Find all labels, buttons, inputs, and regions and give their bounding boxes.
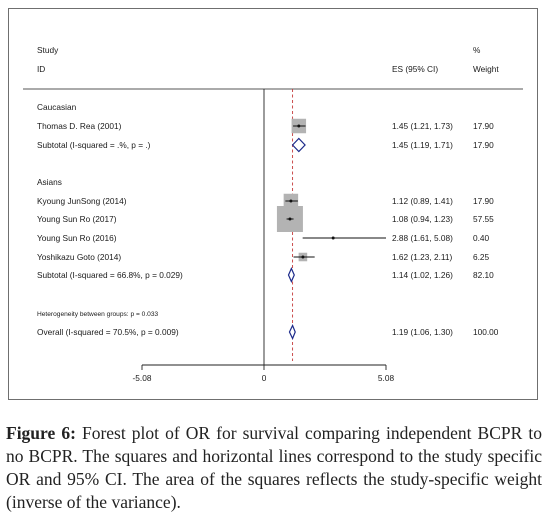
point-estimate-1 <box>297 124 301 128</box>
weight-text-2: 17.90 <box>473 140 494 150</box>
subtotal-label-2: Subtotal (I-squared = .%, p = .) <box>37 140 151 150</box>
weight-text-8: 6.25 <box>473 252 490 262</box>
es-text-5: 1.12 (0.89, 1.41) <box>392 196 453 206</box>
es-text-1: 1.45 (1.21, 1.73) <box>392 121 453 131</box>
subtotal-diamond-2 <box>291 137 306 153</box>
heterogeneity-note: Heterogeneity between groups: p = 0.033 <box>37 311 158 318</box>
header-es-label: ES (95% CI) <box>392 64 438 74</box>
subtotal-diamond-9 <box>287 267 295 283</box>
es-text-12: 1.19 (1.06, 1.30) <box>392 327 453 337</box>
weight-text-7: 0.40 <box>473 233 490 243</box>
weight-text-12: 100.00 <box>473 327 499 337</box>
group-label-4: Asians <box>37 177 62 187</box>
point-estimate-7 <box>331 236 335 240</box>
point-estimate-8 <box>301 255 305 259</box>
header-id-label: ID <box>37 64 45 74</box>
weight-text-1: 17.90 <box>473 121 494 131</box>
figure-caption-text: Forest plot of OR for survival comparing… <box>6 423 542 512</box>
header-percent-label: % <box>473 45 481 55</box>
point-estimate-5 <box>289 199 293 203</box>
x-tick-label-2: 5.08 <box>378 373 395 383</box>
point-estimate-6 <box>288 217 292 221</box>
study-label-7: Young Sun Ro (2016) <box>37 233 117 243</box>
study-label-5: Kyoung JunSong (2014) <box>37 196 127 206</box>
study-label-8: Yoshikazu Goto (2014) <box>37 252 121 262</box>
study-label-1: Thomas D. Rea (2001) <box>37 121 122 131</box>
es-text-6: 1.08 (0.94, 1.23) <box>392 214 453 224</box>
figure-caption-label: Figure 6: <box>6 423 76 443</box>
weight-text-9: 82.10 <box>473 270 494 280</box>
forest-plot: Study ID ES (95% CI)% Weight -5.08 0 5.08 Cauca… <box>23 45 523 383</box>
es-text-9: 1.14 (1.02, 1.26) <box>392 270 453 280</box>
es-text-7: 2.88 (1.61, 5.08) <box>392 233 453 243</box>
header-weight-label: Weight <box>473 64 499 74</box>
overall-diamond <box>288 324 296 340</box>
study-label-6: Young Sun Ro (2017) <box>37 214 117 224</box>
forest-plot-frame: Study ID ES (95% CI)% Weight -5.08 0 5.08 Cauca… <box>8 8 538 400</box>
header-study-label: Study <box>37 45 59 55</box>
weight-text-5: 17.90 <box>473 196 494 206</box>
subtotal-label-9: Subtotal (I-squared = 66.8%, p = 0.029) <box>37 270 183 280</box>
x-tick-label-0: -5.08 <box>133 373 152 383</box>
es-text-8: 1.62 (1.23, 2.11) <box>392 252 453 262</box>
es-text-2: 1.45 (1.19, 1.71) <box>392 140 453 150</box>
x-tick-label-1: 0 <box>262 373 267 383</box>
group-label-0: Caucasian <box>37 102 77 112</box>
weight-text-6: 57.55 <box>473 214 494 224</box>
figure-caption: Figure 6: Forest plot of OR for survival… <box>6 422 542 514</box>
overall-label-12: Overall (I-squared = 70.5%, p = 0.009) <box>37 327 179 337</box>
